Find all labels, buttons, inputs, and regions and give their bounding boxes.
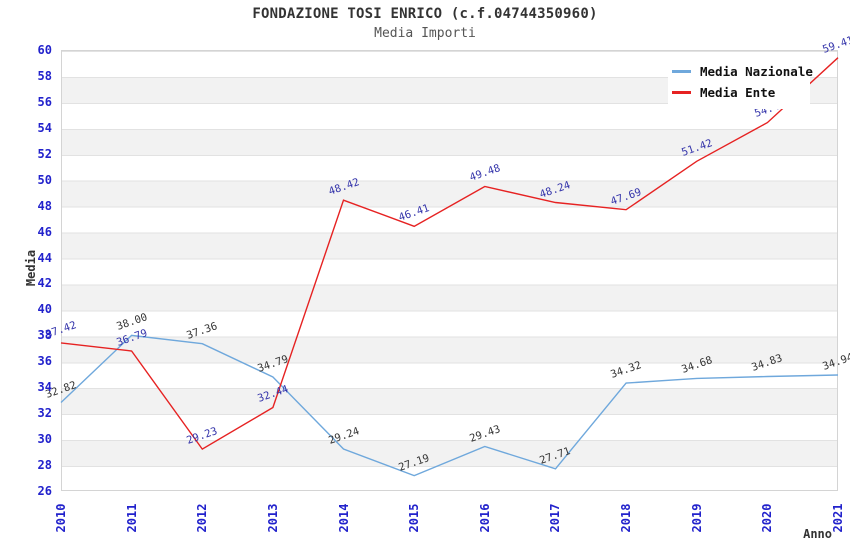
legend-line-swatch-media-nazionale bbox=[672, 70, 691, 73]
x-tick-2018: 2018 bbox=[619, 503, 634, 533]
y-tick-56: 56 bbox=[37, 94, 52, 109]
y-tick-26: 26 bbox=[37, 484, 52, 498]
y-tick-36: 36 bbox=[37, 354, 52, 369]
y-tick-32: 32 bbox=[37, 406, 52, 421]
y-tick-42: 42 bbox=[37, 276, 52, 291]
x-tick-2021: 2021 bbox=[831, 503, 845, 533]
x-tick-2011: 2011 bbox=[124, 503, 139, 533]
legend-line-swatch-media-ente bbox=[672, 91, 691, 94]
x-tick-2016: 2016 bbox=[477, 503, 492, 533]
x-tick-2014: 2014 bbox=[336, 503, 351, 533]
y-tick-44: 44 bbox=[37, 250, 52, 265]
y-tick-40: 40 bbox=[37, 302, 52, 317]
chart-subtitle: Media Importi bbox=[374, 26, 476, 41]
y-tick-60: 60 bbox=[37, 43, 52, 57]
y-tick-54: 54 bbox=[37, 120, 52, 135]
y-tick-38: 38 bbox=[37, 328, 52, 343]
x-tick-2010: 2010 bbox=[54, 503, 68, 533]
x-tick-2013: 2013 bbox=[265, 503, 280, 533]
legend: Media Nazionale Media Ente bbox=[668, 56, 813, 109]
y-tick-30: 30 bbox=[37, 432, 52, 447]
chart-title: FONDAZIONE TOSI ENRICO (c.f.04744350960) bbox=[252, 6, 598, 22]
y-tick-46: 46 bbox=[37, 224, 52, 239]
y-tick-52: 52 bbox=[37, 146, 52, 161]
x-axis-title: Anno bbox=[803, 527, 832, 541]
y-tick-28: 28 bbox=[37, 458, 52, 473]
y-axis-title: Media bbox=[24, 249, 38, 287]
legend-item-media-nazionale: Media Nazionale bbox=[672, 61, 813, 82]
y-tick-48: 48 bbox=[37, 198, 52, 213]
x-tick-2019: 2019 bbox=[689, 503, 704, 533]
y-tick-58: 58 bbox=[37, 68, 52, 83]
legend-label-media-nazionale: Media Nazionale bbox=[700, 64, 813, 79]
y-tick-50: 50 bbox=[37, 172, 52, 187]
x-tick-2015: 2015 bbox=[407, 503, 422, 533]
x-tick-2012: 2012 bbox=[195, 503, 210, 533]
legend-label-media-ente: Media Ente bbox=[700, 85, 776, 100]
legend-item-media-ente: Media Ente bbox=[672, 82, 810, 103]
x-tick-2020: 2020 bbox=[760, 503, 775, 533]
x-tick-2017: 2017 bbox=[548, 503, 563, 533]
plot-area bbox=[61, 50, 838, 491]
y-tick-34: 34 bbox=[37, 380, 52, 395]
